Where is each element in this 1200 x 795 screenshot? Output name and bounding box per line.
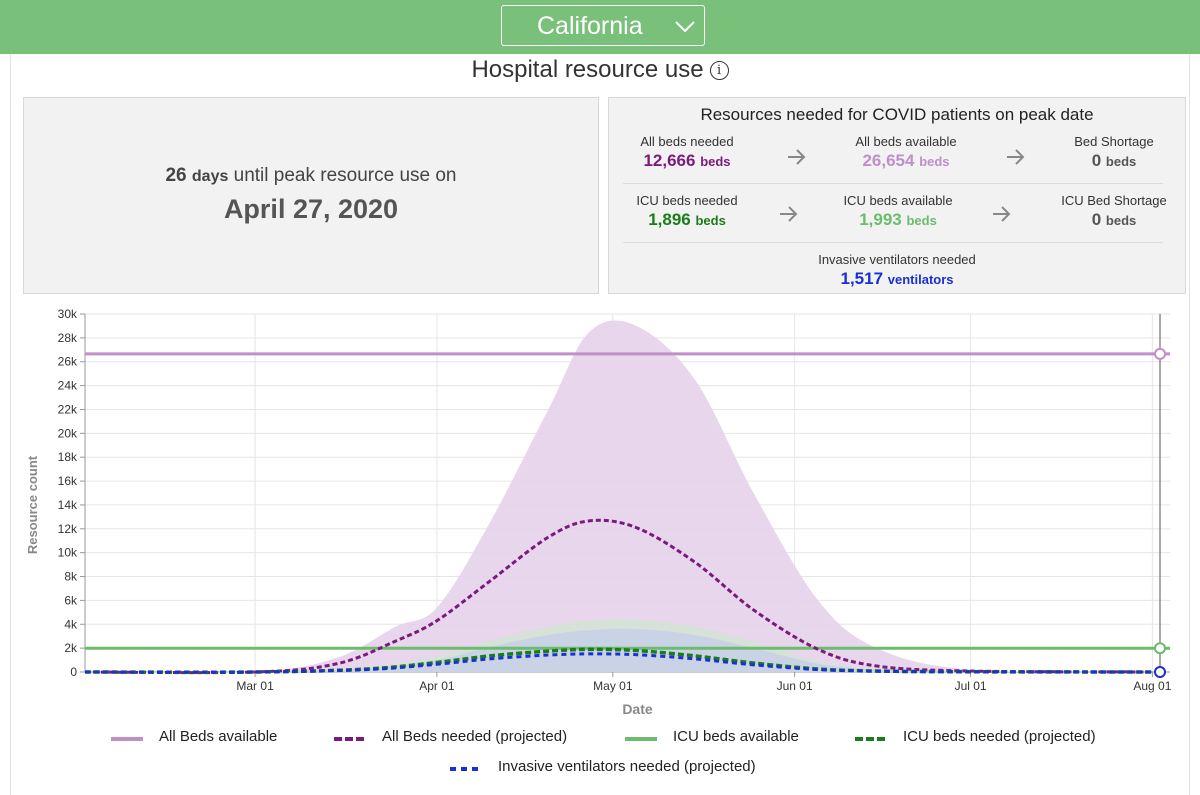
arrow-right-icon [993,206,1011,222]
legend-label: ICU beds needed (projected) [903,728,1096,745]
resources-title: Resources needed for COVID patients on p… [700,105,1094,124]
resources-panel: Resources needed for COVID patients on p… [608,97,1186,294]
y-tick-label: 2k [64,641,78,655]
y-tick-label: 4k [64,617,78,631]
row-divider [623,183,1163,184]
y-tick-label: 16k [58,474,78,488]
icu-bed-shortage-value: 0 beds [1091,210,1137,229]
all-beds-available-label: All beds available [855,134,957,149]
bed-shortage: Bed Shortage 0 beds [1054,134,1174,171]
y-tick-label: 30k [58,307,78,321]
legend-swatch [855,737,887,741]
y-tick-label: 26k [58,355,78,369]
ventilators-needed-label: Invasive ventilators needed [818,252,976,267]
chart-svg: 0 2k 4k 6k 8k 10k 12k 14k 16k 18k 20k 22k 24k 26k 28k 3… [25,307,1172,717]
x-axis-title: Date [622,701,653,717]
hospital-resource-chart: 0 2k 4k 6k 8k 10k 12k 14k 16k 18k 20k 22k 24k 26k 28k 3… [23,298,1183,738]
page-title-text: Hospital resource use [471,56,704,83]
arrow-right-icon [788,149,806,165]
icu-beds-needed-label: ICU beds needed [636,193,738,208]
legend-label: Invasive ventilators needed (projected) [498,758,756,775]
icu-bed-shortage: ICU Bed Shortage 0 beds [1049,193,1179,230]
peak-summary-panel: 26 days until peak resource use on April… [23,97,599,294]
x-tick-label: Apr 01 [419,679,455,693]
peak-date: April 27, 2020 [223,194,399,224]
all-beds-available-value: 26,654 beds [862,151,950,170]
top-bar: California [0,0,1200,54]
peak-days-unit: days [191,168,229,185]
icu-beds-needed: ICU beds needed 1,896 beds [619,193,755,230]
info-icon[interactable]: i [709,61,729,80]
icu-beds-available-marker [1154,642,1166,655]
y-tick-label: 28k [58,331,78,345]
bed-shortage-value: 0 beds [1091,151,1137,170]
legend-label: All Beds available [159,728,278,745]
row-divider [623,242,1163,243]
all-beds-available-marker [1154,347,1166,360]
peak-days-number: 26 [165,165,187,186]
all-beds-uncertainty-band [85,320,1153,674]
all-beds-needed-line [84,518,1153,675]
x-tick-label: Mar 01 [236,679,274,693]
ventilators-needed: Invasive ventilators needed 1,517 ventil… [797,252,997,289]
y-tick-label: 24k [58,379,78,393]
bed-shortage-label: Bed Shortage [1074,134,1154,149]
state-dropdown-label: California [537,12,643,40]
arrow-right-icon [780,206,798,222]
y-tick-label: 6k [64,593,78,607]
x-tick-label: May 01 [593,679,633,693]
y-tick-label: 20k [58,426,78,440]
icu-beds-needed-value: 1,896 beds [648,210,726,229]
y-tick-label: 18k [58,450,78,464]
icu-bed-shortage-label: ICU Bed Shortage [1061,193,1167,208]
legend-label: ICU beds available [673,728,799,745]
y-tick-label: 8k [64,570,78,584]
legend-swatch [111,737,143,741]
peak-countdown: 26 days until peak resource use on [24,165,598,187]
all-beds-available: All beds available 26,654 beds [831,134,981,171]
chart-legend: All Beds available All Beds needed (proj… [0,722,1200,792]
icu-beds-available-label: ICU beds available [843,193,953,208]
ventilators-needed-line [84,652,1153,674]
all-beds-needed-value: 12,666 beds [643,151,731,170]
y-tick-label: 14k [58,498,78,512]
y-axis-title: Resource count [25,455,40,554]
legend-swatch [625,737,657,741]
icu-beds-available-value: 1,993 beds [859,210,937,229]
ventilators-needed-value: 1,517 ventilators [840,269,954,288]
right-page-rule [1189,54,1190,795]
legend-swatch [450,767,482,771]
y-tick-label: 10k [58,546,78,560]
ventilators-needed-marker [1154,666,1166,678]
arrow-right-icon [1007,149,1025,165]
all-beds-needed: All beds needed 12,666 beds [621,134,753,171]
y-tick-label: 12k [58,522,78,536]
page-title: Hospital resource use i [0,56,1200,84]
x-tick-label: Jul 01 [955,679,987,693]
legend-swatch [334,737,366,741]
left-page-rule [10,54,11,795]
y-tick-label: 0 [70,665,77,679]
peak-days-text: until peak resource use on [233,165,457,186]
icu-beds-available: ICU beds available 1,993 beds [823,193,973,230]
legend-label: All Beds needed (projected) [382,728,568,745]
x-tick-label: Jun 01 [777,679,813,693]
all-beds-needed-label: All beds needed [640,134,734,149]
y-tick-label: 22k [58,402,78,416]
x-tick-label: Aug 01 [1133,679,1171,693]
state-dropdown[interactable]: California [501,5,705,46]
chevron-down-icon [675,21,695,33]
